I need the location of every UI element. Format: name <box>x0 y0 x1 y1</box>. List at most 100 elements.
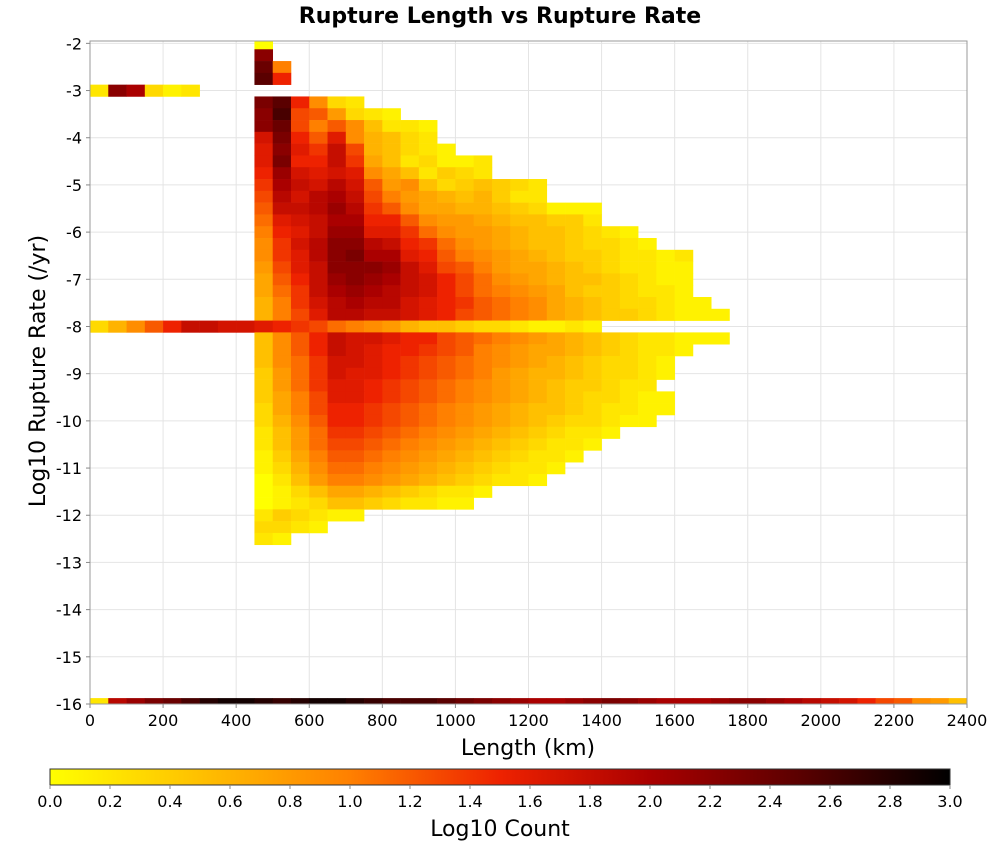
heatmap-cell <box>418 698 438 705</box>
heatmap-cell <box>364 238 383 251</box>
heatmap-cell <box>382 249 401 262</box>
heatmap-cell <box>400 226 420 239</box>
y-tick-label: -5 <box>66 176 82 195</box>
heatmap-cell <box>528 308 548 321</box>
heatmap-cell <box>619 391 639 404</box>
colorbar-tick-label: 3.0 <box>937 792 962 811</box>
heatmap-cell <box>437 438 456 451</box>
heatmap-cell <box>290 285 310 298</box>
heatmap-cell <box>254 379 274 392</box>
heatmap-cell <box>546 438 566 451</box>
heatmap-cell <box>437 698 456 705</box>
heatmap-cell <box>418 438 438 451</box>
heatmap-cell <box>364 261 383 274</box>
heatmap-cell <box>437 296 456 310</box>
heatmap-cell <box>418 344 438 357</box>
heatmap-cell <box>382 190 401 203</box>
heatmap-cell <box>528 367 548 380</box>
heatmap-cell <box>90 84 109 97</box>
heatmap-cell <box>290 379 310 392</box>
heatmap-cell <box>327 462 347 475</box>
heatmap-cell <box>546 202 566 215</box>
heatmap-cell <box>455 379 474 392</box>
heatmap-cell <box>491 273 511 286</box>
heatmap-cell <box>400 450 420 463</box>
heatmap-cell <box>565 414 584 428</box>
heatmap-cell <box>510 426 529 439</box>
heatmap-cell <box>163 320 182 333</box>
heatmap-cell <box>528 320 548 333</box>
heatmap-cell <box>510 462 529 475</box>
heatmap-cell <box>455 426 474 439</box>
heatmap-cell <box>437 344 456 357</box>
heatmap-cell <box>254 120 274 133</box>
y-tick-label: -10 <box>56 412 82 431</box>
heatmap-cell <box>400 179 420 192</box>
heatmap-cell <box>437 226 456 239</box>
heatmap-cell <box>638 414 657 428</box>
heatmap-cell <box>400 285 420 298</box>
heatmap-cell <box>601 379 621 392</box>
heatmap-cell <box>400 131 420 144</box>
heatmap-cell <box>491 332 511 345</box>
heatmap-cell <box>455 261 474 274</box>
heatmap-cell <box>254 249 274 262</box>
heatmap-cell <box>437 391 456 404</box>
heatmap-cell <box>272 532 292 546</box>
x-axis-ticks: 0 200 400 600 800 1000 1200 1400 1600 1800 2000 220… <box>85 704 987 730</box>
heatmap-cell <box>345 249 365 262</box>
heatmap-cell <box>254 131 274 144</box>
heatmap-cell <box>565 273 584 286</box>
heatmap-cell <box>254 698 274 705</box>
heatmap-cell <box>510 698 529 705</box>
heatmap-cell <box>309 296 328 310</box>
heatmap-cell <box>437 190 456 203</box>
heatmap-cell <box>290 131 310 144</box>
heatmap-cell <box>528 214 548 227</box>
heatmap-cell <box>546 285 566 298</box>
heatmap-cell <box>309 473 328 487</box>
heatmap-cell <box>656 391 675 404</box>
heatmap-cell <box>254 296 274 310</box>
heatmap-cell <box>692 698 712 705</box>
heatmap-cell <box>510 403 529 416</box>
heatmap-cell <box>437 426 456 439</box>
heatmap-cell <box>711 332 730 345</box>
heatmap-cell <box>473 403 493 416</box>
heatmap-cell <box>400 143 420 156</box>
heatmap-cell <box>656 261 675 274</box>
heatmap-cell <box>510 273 529 286</box>
heatmap-cell <box>272 261 292 274</box>
heatmap-cell <box>583 332 602 345</box>
heatmap-cell <box>272 120 292 133</box>
colorbar-tick-label: 1.8 <box>577 792 602 811</box>
heatmap-cell <box>528 379 548 392</box>
heatmap-cell <box>491 308 511 321</box>
heatmap-cell <box>656 355 675 369</box>
heatmap-cell <box>272 214 292 227</box>
heatmap-cell <box>254 391 274 404</box>
heatmap-cell <box>272 320 292 333</box>
heatmap-cell <box>437 473 456 487</box>
heatmap-cell <box>272 296 292 310</box>
heatmap-cell <box>565 249 584 262</box>
heatmap-cell <box>382 131 401 144</box>
heatmap-cell <box>546 261 566 274</box>
heatmap-cell <box>875 698 895 705</box>
heatmap-cell <box>254 532 274 546</box>
heatmap-cell <box>345 509 365 522</box>
heatmap-cell <box>345 214 365 227</box>
heatmap-cell <box>345 355 365 369</box>
heatmap-cell <box>473 379 493 392</box>
heatmap-cell <box>382 698 401 705</box>
heatmap-cell <box>692 332 712 345</box>
heatmap-cell <box>364 202 383 215</box>
y-tick-label: -2 <box>66 34 82 53</box>
heatmap-cell <box>437 238 456 251</box>
heatmap-cell <box>272 403 292 416</box>
heatmap-cell <box>364 473 383 487</box>
heatmap-cell <box>948 698 968 705</box>
heatmap-cell <box>491 214 511 227</box>
heatmap-cell <box>418 202 438 215</box>
heatmap-cell <box>290 214 310 227</box>
